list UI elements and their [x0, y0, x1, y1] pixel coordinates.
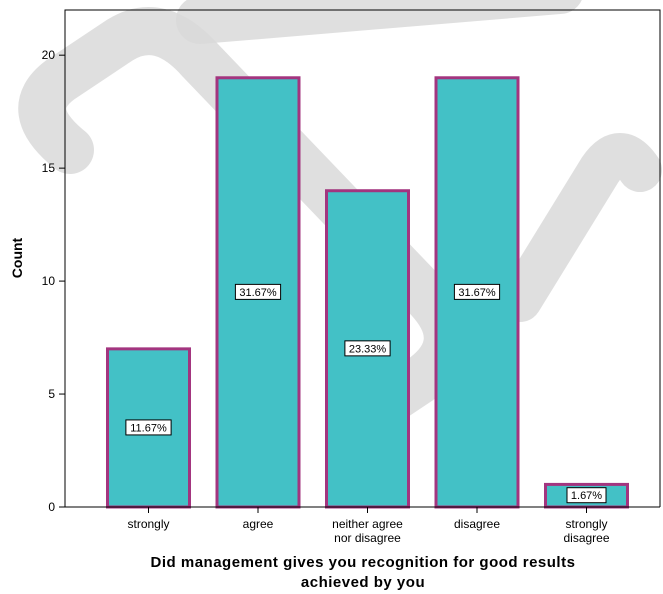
data-label: 31.67%	[458, 287, 496, 299]
y-axis: 0 5 10 15 20	[42, 48, 65, 514]
y-tick-label: 10	[42, 274, 56, 288]
x-tick-label: neither agree	[332, 517, 403, 531]
y-tick-label: 5	[48, 387, 55, 401]
y-tick-label: 15	[42, 161, 56, 175]
data-label: 11.67%	[130, 422, 167, 434]
x-tick-label: nor disagree	[334, 531, 401, 545]
x-tick-label: disagree	[563, 531, 609, 545]
data-label: 31.67%	[239, 287, 277, 299]
data-label: 23.33%	[349, 343, 387, 355]
x-axis-title-line-2: achieved by you	[301, 574, 425, 591]
x-tick-label: strongly	[127, 517, 169, 531]
data-label-box	[566, 487, 607, 504]
data-label-box	[453, 283, 501, 300]
plot-area	[64, 9, 661, 507]
data-label-box	[125, 419, 172, 436]
y-tick-label: 0	[48, 500, 55, 514]
plot-frame	[64, 9, 661, 507]
bar	[215, 76, 301, 509]
bars-group: 11.67% 31.67% 23.33% 31.67% 1.67%	[106, 76, 629, 509]
x-tick-label: strongly	[565, 517, 607, 531]
data-label-box	[344, 340, 391, 357]
x-tick-label: agree	[243, 517, 274, 531]
y-tick-label: 20	[42, 48, 56, 62]
x-axis-title-line-1: Did management gives you recognition for…	[151, 554, 576, 571]
y-axis-title: Count	[9, 237, 25, 278]
data-label: 1.67%	[571, 490, 602, 502]
x-tick-label: disagree	[454, 517, 500, 531]
data-label-box	[234, 283, 282, 300]
